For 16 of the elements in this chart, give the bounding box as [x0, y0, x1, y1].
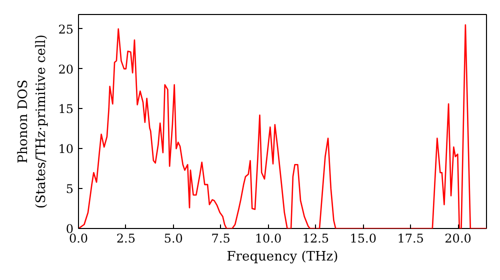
x-tick-label: 10.0	[254, 232, 282, 246]
line-series	[78, 24, 486, 228]
x-axis-title: Frequency (THz)	[226, 250, 338, 264]
x-tick-label: 5.0	[164, 232, 183, 246]
x-tick-label: 7.5	[211, 232, 230, 246]
x-tick-label: 12.5	[302, 232, 330, 246]
y-tick-label: 5	[66, 182, 74, 196]
y-tick-label: 25	[58, 22, 74, 36]
y-tick-label: 15	[58, 102, 74, 116]
y-axis-title: Phonon DOS (States/THz·primitive cell)	[16, 34, 50, 208]
x-tick-label: 2.5	[116, 232, 136, 246]
y-tick-label: 10	[58, 142, 74, 156]
x-tick-label: 17.5	[397, 232, 424, 246]
x-tick-label: 15.0	[350, 232, 377, 246]
y-tick-label: 20	[58, 62, 74, 76]
x-tick-label: 20.0	[444, 232, 472, 246]
